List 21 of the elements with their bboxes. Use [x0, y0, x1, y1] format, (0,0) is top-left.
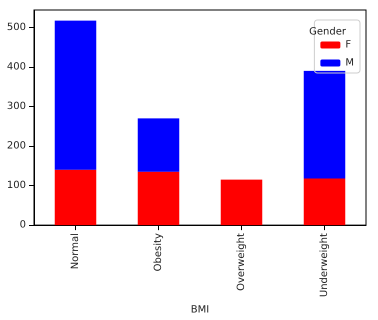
- legend-label: F: [345, 40, 352, 50]
- y-tick-label: 0: [20, 220, 26, 231]
- legend-title: Gender: [309, 26, 347, 38]
- x-tick-label: Normal: [70, 233, 81, 270]
- y-tick-label: 300: [6, 100, 26, 112]
- y-tick-label: 400: [6, 61, 26, 72]
- x-tick-label: Obesity: [153, 233, 164, 272]
- bar: [54, 170, 96, 226]
- x-axis-title: BMI: [190, 304, 210, 316]
- bar: [54, 20, 96, 170]
- y-tick-label: 100: [6, 180, 26, 192]
- x-tick-label: Underweight: [319, 233, 330, 298]
- bar: [138, 172, 180, 226]
- bar: [138, 118, 180, 172]
- legend-label: M: [345, 58, 354, 68]
- bar: [304, 70, 346, 178]
- y-tick-label: 500: [6, 22, 26, 33]
- bar: [220, 180, 262, 226]
- x-tick-label: Overweight: [236, 233, 247, 291]
- bar: [304, 178, 346, 226]
- y-tick-label: 200: [6, 140, 26, 152]
